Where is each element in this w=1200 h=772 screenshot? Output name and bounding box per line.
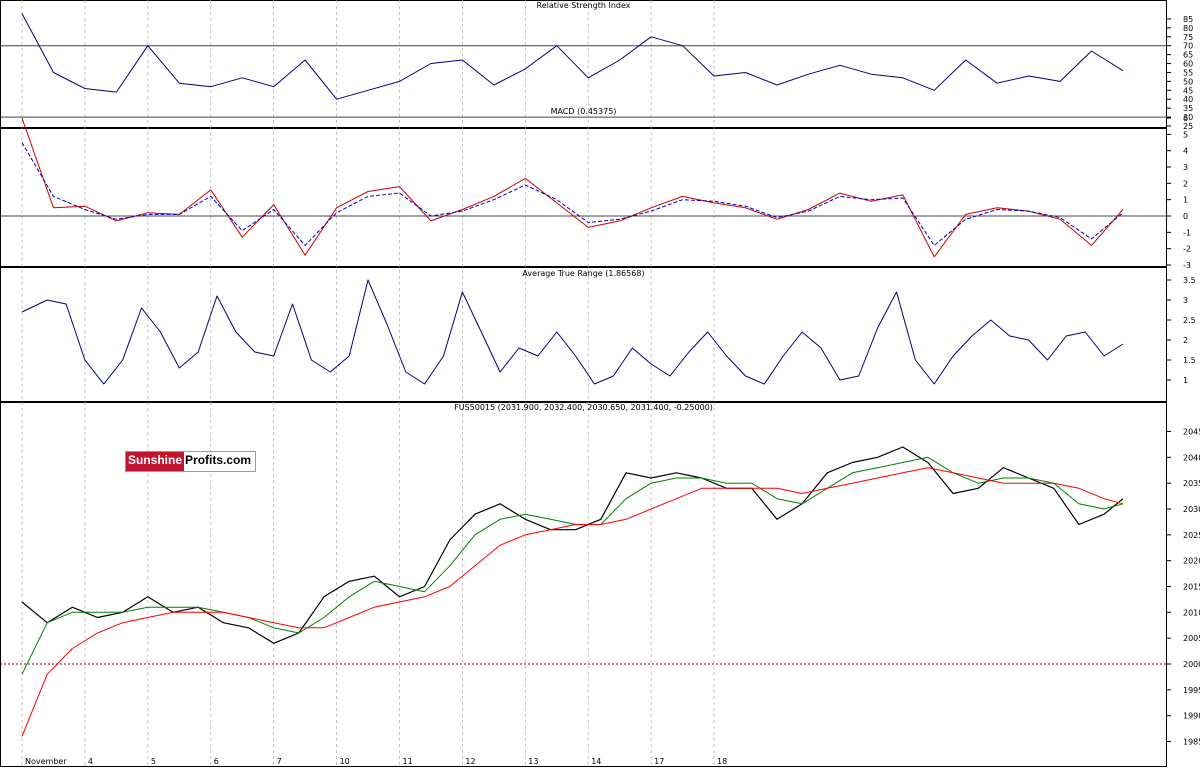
y-tick-label: 1995 <box>1183 686 1200 695</box>
watermark-part1: Sunshine <box>126 452 185 471</box>
y-tick-label: 6 <box>1183 114 1188 123</box>
panel-3: Average True Range (1.86568) 1 1.5 2 2.5 3 3.5 <box>21 269 1196 385</box>
x-tick-label: 12 <box>465 757 475 766</box>
y-tick-label: 2000 <box>1183 660 1200 669</box>
y-tick-label: 60 <box>1183 60 1193 69</box>
x-tick-label: November <box>25 757 67 766</box>
y-tick-label: 35 <box>1183 104 1193 113</box>
y-tick-label: 65 <box>1183 51 1193 60</box>
series-line-2-1 <box>21 117 1124 258</box>
x-tick-label: 17 <box>654 757 664 766</box>
y-tick-label: 2040 <box>1183 453 1200 462</box>
panel-4: FUS50015 (2031.900, 2032.400, 2030.650, … <box>0 403 1200 747</box>
x-tick-label: 5 <box>151 757 156 766</box>
y-tick-label: 2035 <box>1183 479 1200 488</box>
y-tick-label: 0 <box>1183 212 1188 221</box>
y-tick-label: 40 <box>1183 95 1193 104</box>
panel-frame-3 <box>0 267 1167 402</box>
y-tick-label: 70 <box>1183 42 1193 51</box>
panel-title: MACD (0.45375) <box>551 107 617 116</box>
x-tick-label: 13 <box>528 757 538 766</box>
y-tick-label: -1 <box>1183 228 1191 237</box>
y-tick-label: 1 <box>1183 376 1188 385</box>
x-tick-label: 4 <box>88 757 93 766</box>
y-tick-label: 55 <box>1183 68 1193 77</box>
y-tick-label: 2005 <box>1183 634 1200 643</box>
y-tick-label: 85 <box>1183 15 1193 24</box>
series-line-2-2 <box>21 142 1124 246</box>
series-line-3-1 <box>21 279 1124 385</box>
y-tick-label: 3 <box>1183 163 1188 172</box>
y-tick-label: 2025 <box>1183 531 1200 540</box>
panel-2: MACD (0.45375) -3 -2 -1 0 1 2 3 4 5 6 <box>0 107 1191 270</box>
y-tick-label: 3 <box>1183 296 1188 305</box>
y-tick-label: 2.5 <box>1183 316 1196 325</box>
y-tick-label: 2015 <box>1183 583 1200 592</box>
series-line-4-2 <box>21 456 1124 675</box>
x-tick-label: 10 <box>340 757 350 766</box>
panel-title: Relative Strength Index <box>537 1 631 10</box>
y-tick-label: -3 <box>1183 261 1191 270</box>
y-tick-label: 2030 <box>1183 505 1200 514</box>
x-tick-label: 18 <box>717 757 727 766</box>
y-tick-label: 2 <box>1183 179 1188 188</box>
panel-title: Average True Range (1.86568) <box>522 269 644 278</box>
panel-1: Relative Strength Index25303540455055606… <box>0 1 1193 131</box>
watermark-part2: Profits.com <box>184 452 256 471</box>
y-tick-label: 2045 <box>1183 428 1200 437</box>
y-tick-label: 45 <box>1183 86 1193 95</box>
series-line-1-1 <box>21 13 1124 100</box>
y-tick-label: 25 <box>1183 122 1193 131</box>
x-tick-label: 7 <box>277 757 282 766</box>
y-tick-label: 50 <box>1183 77 1193 86</box>
panel-title: FUS50015 (2031.900, 2032.400, 2030.650, … <box>454 403 713 412</box>
y-tick-label: 1 <box>1183 196 1188 205</box>
series-line-4-3 <box>21 467 1124 737</box>
watermark-logo: Sunshine Profits.com <box>125 451 257 472</box>
y-tick-label: 1990 <box>1183 712 1200 721</box>
y-tick-label: -2 <box>1183 245 1191 254</box>
panel-frame-2 <box>0 128 1167 267</box>
y-tick-label: 75 <box>1183 33 1193 42</box>
y-tick-label: 1.5 <box>1183 356 1196 365</box>
y-tick-label: 80 <box>1183 24 1193 33</box>
y-tick-label: 4 <box>1183 147 1188 156</box>
x-tick-label: 6 <box>214 757 219 766</box>
y-tick-label: 30 <box>1183 113 1193 122</box>
y-tick-label: 2020 <box>1183 557 1200 566</box>
series-line-4-1 <box>21 446 1124 644</box>
y-tick-label: 2 <box>1183 336 1188 345</box>
y-tick-label: 2010 <box>1183 608 1200 617</box>
x-tick-label: 14 <box>591 757 601 766</box>
y-tick-label: 5 <box>1183 130 1188 139</box>
y-tick-label: 3.5 <box>1183 276 1196 285</box>
x-tick-label: 11 <box>402 757 412 766</box>
y-tick-label: 1985 <box>1183 738 1200 747</box>
panel-frame-1 <box>0 0 1167 128</box>
